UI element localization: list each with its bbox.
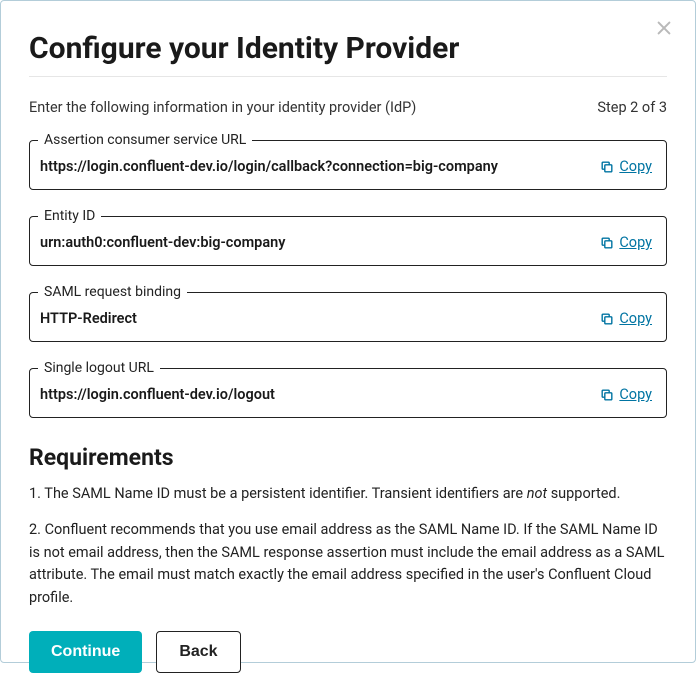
dialog-title: Configure your Identity Provider (29, 31, 667, 66)
field-label: Entity ID (38, 208, 101, 224)
requirement-1-suffix: supported. (547, 485, 620, 502)
field-value: HTTP-Redirect (40, 310, 588, 327)
requirement-1: 1. The SAML Name ID must be a persistent… (29, 483, 667, 505)
step-indicator: Step 2 of 3 (597, 99, 667, 116)
close-icon[interactable] (655, 19, 675, 39)
subtitle-row: Enter the following information in your … (29, 99, 667, 116)
field-label: SAML request binding (38, 284, 187, 300)
copy-button[interactable]: Copy (600, 310, 652, 327)
requirement-1-prefix: 1. The SAML Name ID must be a persistent… (29, 485, 527, 502)
copy-icon (600, 236, 614, 250)
copy-icon (600, 160, 614, 174)
requirement-2: 2. Confluent recommends that you use ema… (29, 519, 667, 609)
copy-button[interactable]: Copy (600, 386, 652, 403)
copy-button[interactable]: Copy (600, 234, 652, 251)
copy-icon (600, 388, 614, 402)
requirements-heading: Requirements (29, 444, 667, 471)
field-value: urn:auth0:confluent-dev:big-company (40, 234, 588, 251)
field-slo-url: Single logout URL https://login.confluen… (29, 360, 667, 418)
field-entity-id: Entity ID urn:auth0:confluent-dev:big-co… (29, 208, 667, 266)
button-row: Continue Back (29, 631, 667, 673)
continue-button[interactable]: Continue (29, 631, 142, 673)
copy-label: Copy (619, 234, 652, 251)
back-button[interactable]: Back (156, 631, 240, 673)
configure-idp-dialog: Configure your Identity Provider Enter t… (0, 0, 696, 663)
copy-icon (600, 312, 614, 326)
copy-button[interactable]: Copy (600, 158, 652, 175)
divider (29, 76, 667, 77)
copy-label: Copy (619, 158, 652, 175)
field-value: https://login.confluent-dev.io/logout (40, 386, 588, 403)
copy-label: Copy (619, 310, 652, 327)
copy-label: Copy (619, 386, 652, 403)
field-saml-binding: SAML request binding HTTP-Redirect Copy (29, 284, 667, 342)
field-value: https://login.confluent-dev.io/login/cal… (40, 158, 588, 175)
field-label: Assertion consumer service URL (38, 132, 252, 148)
field-acs-url: Assertion consumer service URL https://l… (29, 132, 667, 190)
dialog-subtitle: Enter the following information in your … (29, 99, 416, 116)
requirement-1-em: not (527, 485, 547, 502)
field-label: Single logout URL (38, 360, 160, 376)
